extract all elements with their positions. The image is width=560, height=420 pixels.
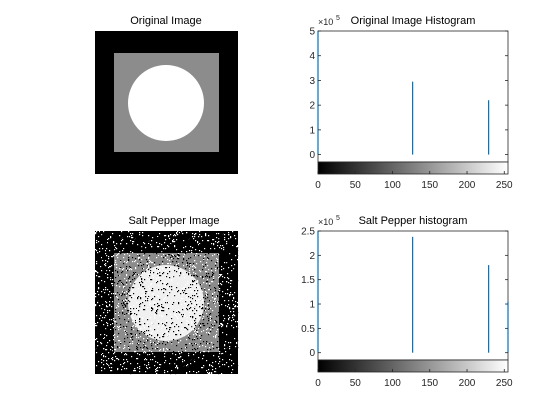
y-tick-label: 2: [309, 101, 315, 112]
grayscale-colorbar: [317, 359, 509, 373]
x-tick-label: 50: [350, 180, 362, 191]
x-tick-label: 200: [459, 180, 476, 191]
y-tick-label: 3: [309, 76, 315, 87]
x-tick-label: 100: [384, 378, 401, 389]
original-image-panel: Original Image: [95, 15, 238, 174]
x-tick-label: 0: [315, 180, 321, 191]
original-image-title: Original Image: [130, 15, 202, 27]
salt-pepper-histogram: Salt Pepper histogram ×10 5 0 0.5 1 1.5 2 2.5…: [301, 215, 513, 389]
chart-title: Original Image Histogram: [351, 15, 476, 27]
y-tick-label: 2: [309, 251, 315, 262]
x-tick-label: 150: [421, 180, 438, 191]
y-exponent-label: ×10: [318, 17, 333, 27]
y-tick-label: 2.5: [301, 227, 315, 238]
salt-pepper-image-panel: Salt Pepper Image: [95, 215, 239, 375]
x-tick-label: 200: [459, 378, 476, 389]
x-tick-label: 250: [496, 378, 513, 389]
x-tick-label: 150: [421, 378, 438, 389]
y-tick-label: 5: [309, 27, 315, 38]
y-exponent: 5: [336, 215, 340, 222]
grayscale-colorbar: [317, 161, 509, 175]
chart-title: Salt Pepper histogram: [359, 215, 468, 227]
y-tick-label: 1.5: [301, 275, 315, 286]
y-tick-label: 0.5: [301, 324, 315, 335]
x-tick-label: 50: [350, 378, 362, 389]
x-tick-label: 250: [496, 180, 513, 191]
y-exponent-label: ×10: [318, 217, 333, 227]
salt-pepper-noise: [95, 231, 239, 375]
salt-pepper-image-title: Salt Pepper Image: [128, 215, 219, 227]
y-tick-label: 1: [309, 300, 315, 311]
y-exponent: 5: [336, 15, 340, 22]
x-tick-label: 0: [315, 378, 321, 389]
y-tick-label: 0: [309, 150, 315, 161]
y-tick-label: 0: [309, 348, 315, 359]
y-tick-label: 1: [309, 125, 315, 136]
original-image-white-circle: [128, 65, 204, 141]
y-tick-label: 4: [309, 51, 315, 62]
x-tick-label: 100: [384, 180, 401, 191]
